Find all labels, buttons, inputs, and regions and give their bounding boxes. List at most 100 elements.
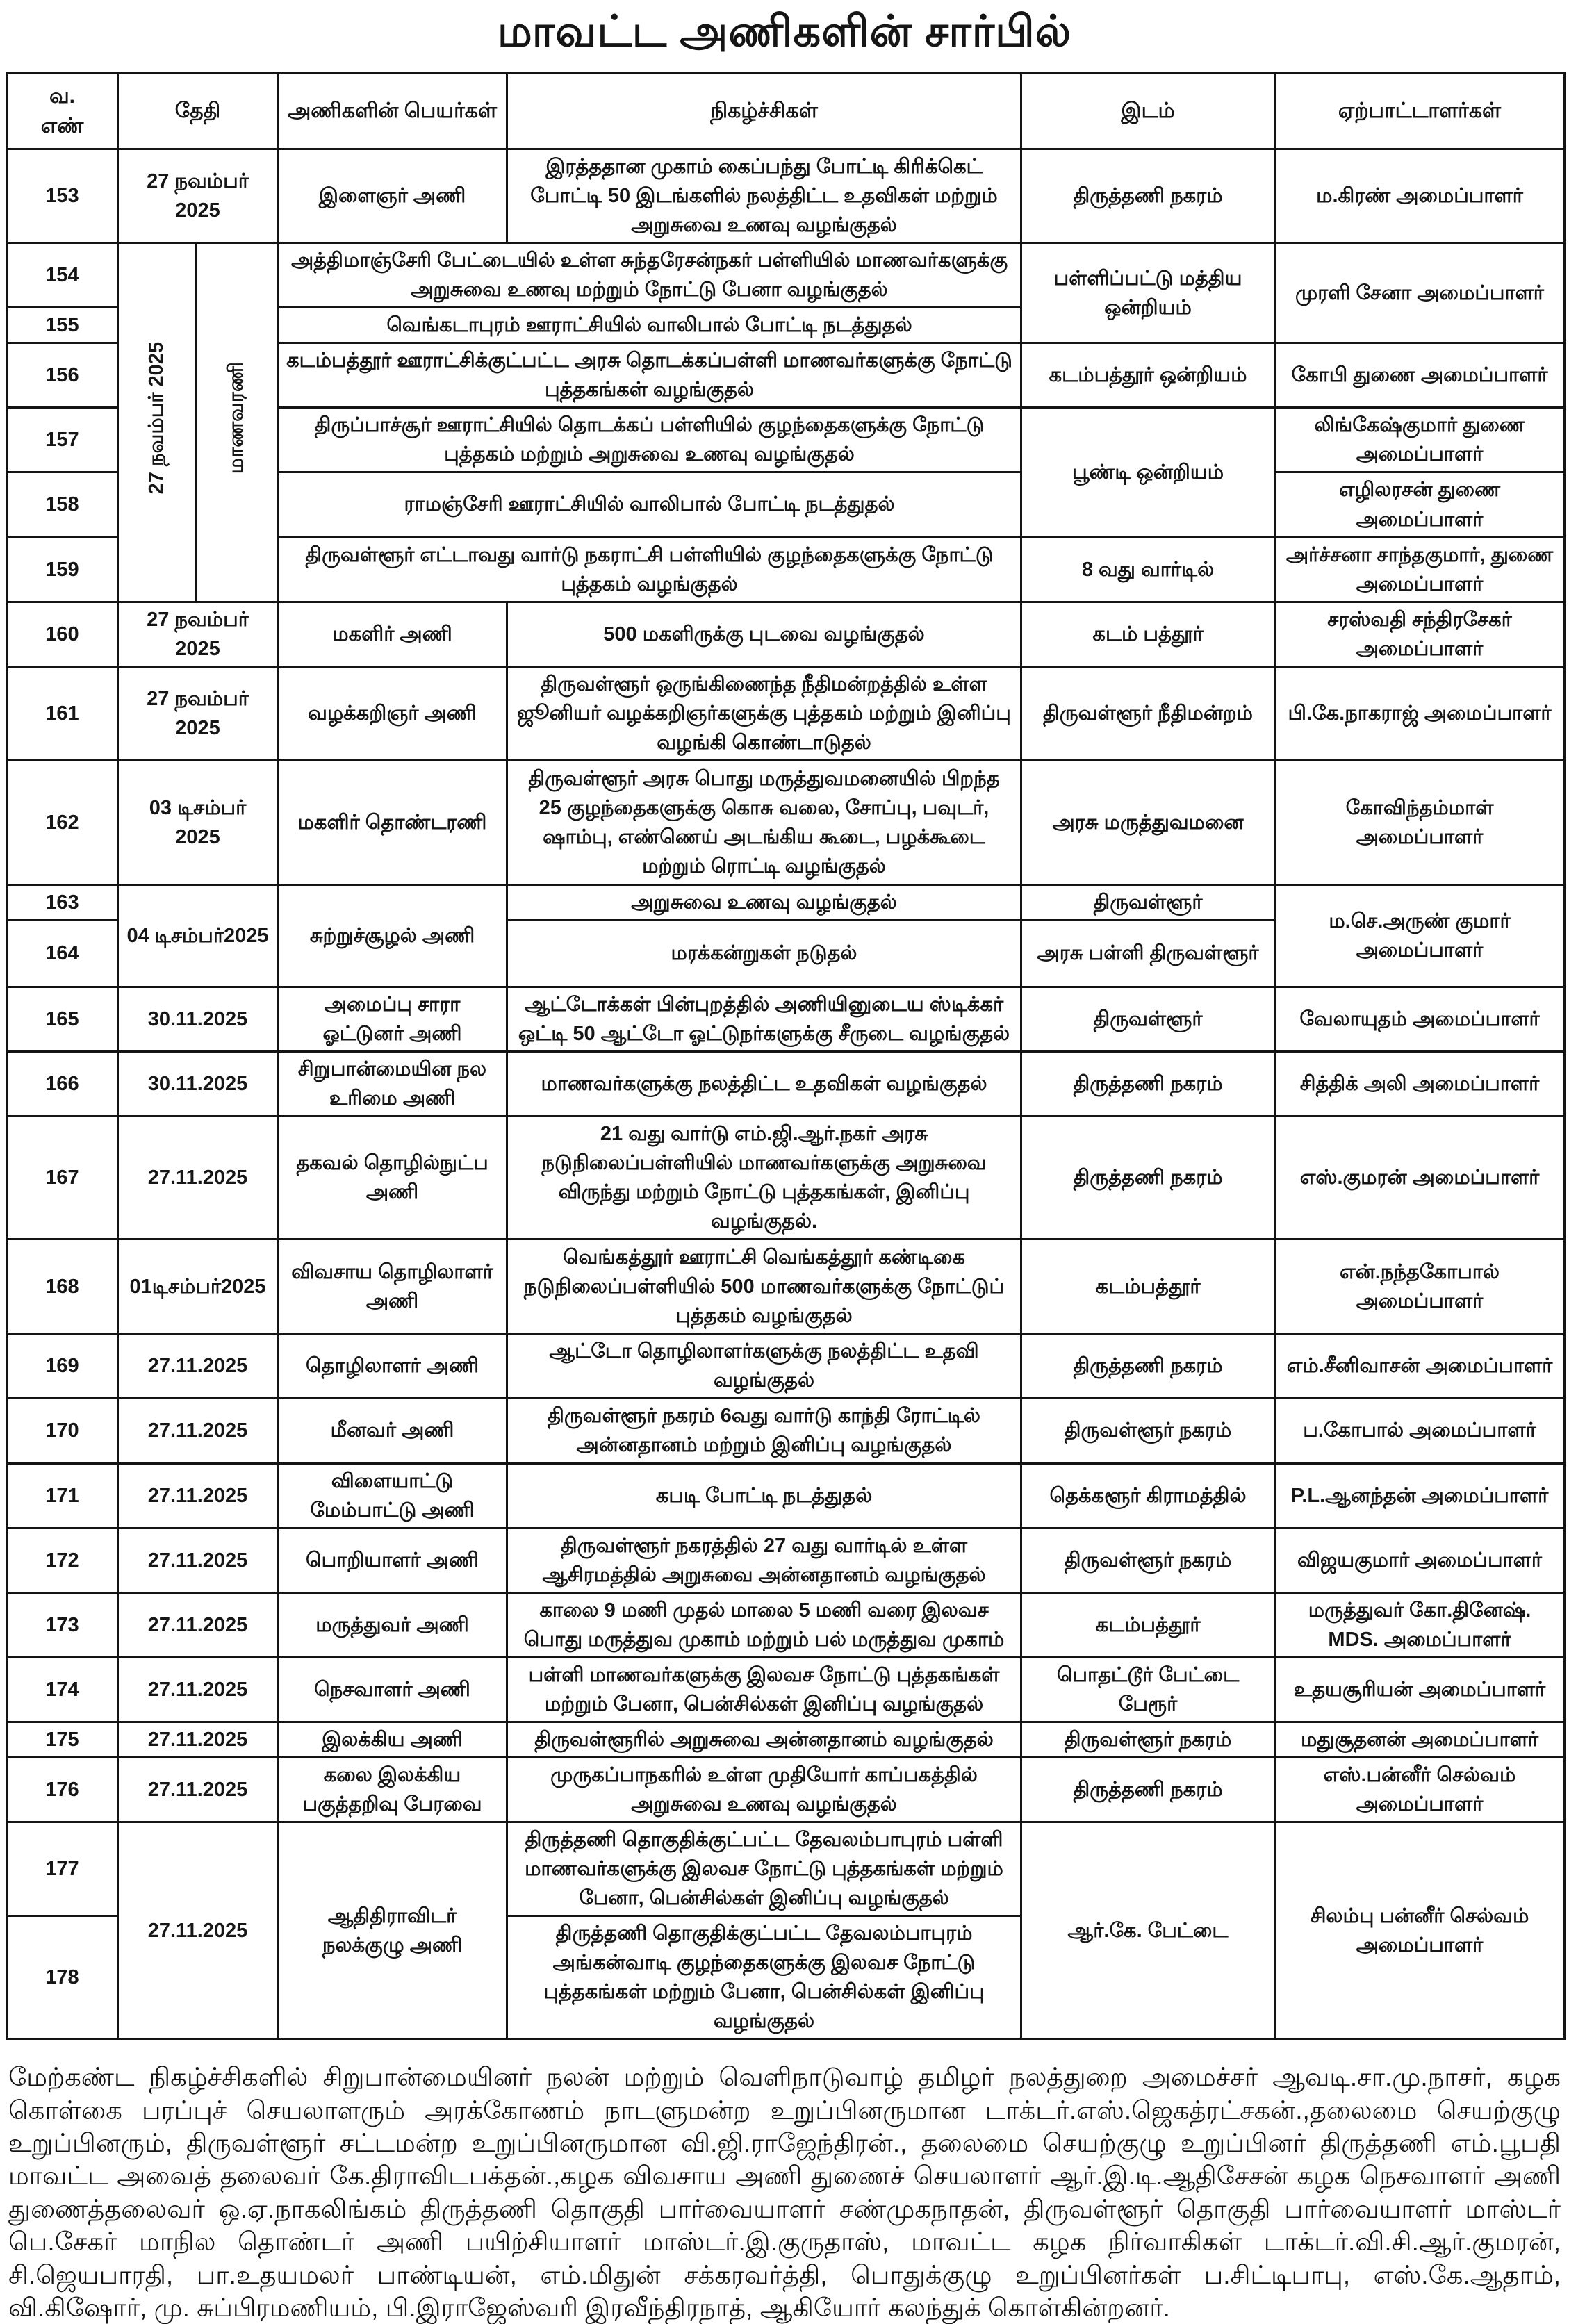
- cell-event: ராமஞ்சேரி ஊராட்சியில் வாலிபால் போட்டி நட…: [277, 471, 1023, 538]
- cell-place: திருத்தணி நகரம்: [1020, 1050, 1276, 1118]
- cell-organizer: மதுசூதனன் அமைப்பாளர்: [1274, 1720, 1566, 1758]
- table-row: 158 ராமஞ்சேரி ஊராட்சியில் வாலிபால் போட்டி…: [6, 471, 1566, 538]
- cell-serial: 160: [6, 600, 119, 668]
- table-row: 160 27 நவம்பர் 2025 மகளிர் அணி 500 மகளிருக்…: [6, 600, 1566, 668]
- cell-team: ஆதிதிராவிடர் நலக்குழு அணி: [277, 1821, 509, 2041]
- cell-place: திருத்தணி நகரம்: [1020, 1333, 1276, 1400]
- cell-organizer: எஸ்.குமரன் அமைப்பாளர்: [1274, 1115, 1566, 1241]
- cell-place: பொதட்டூர் பேட்டை பேரூர்: [1020, 1656, 1276, 1723]
- cell-organizer: ப.கோபால் அமைப்பாளர்: [1274, 1397, 1566, 1465]
- cell-team: சிறுபான்மையின நல உரிமை அணி: [277, 1050, 509, 1118]
- cell-place: தெக்களூர் கிராமத்தில்: [1020, 1462, 1276, 1529]
- cell-event: மரக்கன்றுகள் நடுதல்: [506, 918, 1023, 988]
- cell-serial: 154: [6, 242, 119, 309]
- cell-team: அணிகளின் பெயர்கள்: [277, 72, 509, 150]
- cell-serial: 173: [6, 1591, 119, 1658]
- cell-event: திருவள்ளூர் அரசு பொது மருத்துவமனையில் பி…: [506, 759, 1023, 886]
- table-row: 178 திருத்தணி தொகுதிக்குட்பட்ட தேவலம்பாபு…: [6, 1915, 1565, 2041]
- cell-team: மகளிர் அணி: [277, 600, 509, 668]
- rotated-text: மாணவரணி: [224, 362, 247, 475]
- cell-date: 27.11.2025: [116, 1115, 279, 1241]
- cell-event: நிகழ்ச்சிகள்: [506, 72, 1023, 150]
- cell-event: 500 மகளிருக்கு புடவை வழங்குதல்: [506, 600, 1023, 668]
- cell-event: அறுசுவை உணவு வழங்குதல்: [506, 883, 1023, 921]
- cell-place: கடம் பத்தூர்: [1020, 600, 1276, 668]
- cell-event: திருத்தணி தொகுதிக்குட்பட்ட தேவலம்பாபுரம்…: [506, 1915, 1023, 2041]
- events-table: வ. எண் தேதி அணிகளின் பெயர்கள் நிகழ்ச்சிகள் இ…: [6, 72, 1566, 2041]
- cell-date: 04 டிசம்பர்2025: [116, 883, 279, 988]
- cell-event: வெங்கடாபுரம் ஊராட்சியில் வாலிபால் போட்டி…: [277, 306, 1023, 345]
- cell-serial: 171: [6, 1462, 119, 1529]
- cell-team: விளையாட்டு மேம்பாட்டு அணி: [277, 1462, 509, 1529]
- cell-event: பள்ளி மாணவர்களுக்கு இலவச நோட்டு புத்தகங்…: [506, 1656, 1023, 1723]
- table-row: 155 வெங்கடாபுரம் ஊராட்சியில் வாலிபால் போட…: [6, 306, 1565, 345]
- cell-organizer: வேலாயுதம் அமைப்பாளர்: [1274, 985, 1566, 1053]
- cell-date: 27.11.2025: [116, 1720, 279, 1758]
- cell-serial: 175: [6, 1720, 119, 1758]
- table-row: 157 திருப்பாச்சூர் ஊராட்சியில் தொடக்கப் ப…: [6, 406, 1566, 538]
- cell-serial: 153: [6, 147, 119, 245]
- header-row: வ. எண் தேதி அணிகளின் பெயர்கள் நிகழ்ச்சிகள் இ…: [6, 72, 1566, 150]
- table-row: 162 03 டிசம்பர் 2025 மகளிர் தொண்டரணி திருவள…: [6, 759, 1566, 886]
- cell-organizer: P.L.ஆனந்தன் அமைப்பாளர்: [1274, 1462, 1566, 1529]
- cell-place: அரசு பள்ளி திருவள்ளூர்: [1020, 918, 1276, 988]
- table-row: 156 கடம்பத்தூர் ஊராட்சிக்குட்பட்ட அரசு தொ…: [6, 342, 1566, 409]
- cell-serial: 169: [6, 1333, 119, 1400]
- table-row: 161 27 நவம்பர் 2025 வழக்கறிஞர் அணி திருவள்ள…: [6, 665, 1566, 761]
- cell-team: இலக்கிய அணி: [277, 1720, 509, 1758]
- cell-serial: 164: [6, 918, 119, 988]
- cell-team: தொழிலாளர் அணி: [277, 1333, 509, 1400]
- cell-organizer: கோபி துணை அமைப்பாளர்: [1274, 342, 1566, 409]
- page-title: மாவட்ட அணிகளின் சார்பில்: [497, 8, 1072, 56]
- cell-organizer: ம.செ.அருண் குமார் அமைப்பாளர்: [1274, 883, 1566, 988]
- cell-organizer: விஜயகுமார் அமைப்பாளர்: [1274, 1526, 1566, 1594]
- cell-event: கடம்பத்தூர் ஊராட்சிக்குட்பட்ட அரசு தொடக்…: [277, 342, 1023, 409]
- table-row: 172 27.11.2025 பொறியாளர் அணி திருவள்ளூர் நக…: [6, 1526, 1566, 1594]
- cell-event: திருவள்ளூரில் அறுசுவை அன்னதானம் வழங்குதல…: [506, 1720, 1023, 1758]
- cell-team: நெசவாளர் அணி: [277, 1656, 509, 1723]
- cell-organizer: சரஸ்வதி சந்திரசேகர் அமைப்பாளர்: [1274, 600, 1566, 668]
- cell-place: கடம்பத்தூர்: [1020, 1238, 1276, 1335]
- table-row: 171 27.11.2025 விளையாட்டு மேம்பாட்டு அணி கப…: [6, 1462, 1566, 1529]
- cell-organizer: சித்திக் அலி அமைப்பாளர்: [1274, 1050, 1566, 1118]
- cell-organizer: கோவிந்தம்மாள் அமைப்பாளர்: [1274, 759, 1566, 886]
- table-row: 166 30.11.2025 சிறுபான்மையின நல உரிமை அணி ம…: [6, 1050, 1566, 1118]
- cell-team: வழக்கறிஞர் அணி: [277, 665, 509, 761]
- cell-place: பூண்டி ஒன்றியம்: [1020, 406, 1276, 538]
- cell-serial: 159: [6, 536, 119, 603]
- footer-paragraph: மேற்கண்ட நிகழ்ச்சிகளில் சிறுபான்மையினர் …: [8, 2063, 1561, 2322]
- cell-team: இளைஞர் அணி: [277, 147, 509, 245]
- cell-date: தேதி: [116, 72, 279, 150]
- cell-place: திருவள்ளூர்: [1020, 985, 1276, 1053]
- cell-date: 30.11.2025: [116, 1050, 279, 1118]
- cell-date: 27.11.2025: [116, 1526, 279, 1594]
- cell-serial: 170: [6, 1397, 119, 1465]
- cell-serial: 156: [6, 342, 119, 409]
- cell-serial: 162: [6, 759, 119, 886]
- cell-serial: 163: [6, 883, 119, 921]
- cell-place: ஆர்.கே. பேட்டை: [1020, 1821, 1276, 2041]
- cell-event: மாணவர்களுக்கு நலத்திட்ட உதவிகள் வழங்குதல…: [506, 1050, 1023, 1118]
- cell-serial: 174: [6, 1656, 119, 1723]
- cell-event: 21 வது வார்டு எம்.ஜி.ஆர்.நகர் அரசு நடுநி…: [506, 1115, 1023, 1241]
- cell-team: தகவல் தொழில்நுட்ப அணி: [277, 1115, 509, 1241]
- cell-serial: 161: [6, 665, 119, 761]
- cell-serial: 178: [6, 1915, 119, 2041]
- cell-team: மீனவர் அணி: [277, 1397, 509, 1465]
- cell-place: திருவள்ளூர்: [1020, 883, 1276, 921]
- cell-organizer: எம்.சீனிவாசன் அமைப்பாளர்: [1274, 1333, 1566, 1400]
- cell-event: திருவள்ளூர் நகரத்தில் 27 வது வார்டில் உள…: [506, 1526, 1023, 1594]
- cell-event: திருவள்ளூர் எட்டாவது வார்டு நகராட்சி பள்…: [277, 536, 1023, 603]
- cell-event: திருத்தணி தொகுதிக்குட்பட்ட தேவலம்பாபுரம்…: [506, 1821, 1023, 1918]
- cell-team: மருத்துவர் அணி: [277, 1591, 509, 1658]
- cell-event: கபடி போட்டி நடத்துதல்: [506, 1462, 1023, 1529]
- cell-organizer: மருத்துவர் கோ.தினேஷ். MDS. அமைப்பாளர்: [1274, 1591, 1566, 1658]
- cell-date: 27.11.2025: [116, 1656, 279, 1723]
- cell-date: 27.11.2025: [116, 1756, 279, 1824]
- cell-date: 27.11.2025: [116, 1462, 279, 1529]
- cell-organizer: முரளி சேனா அமைப்பாளர்: [1274, 242, 1566, 345]
- cell-date: 27 நவம்பர் 2025: [116, 147, 279, 245]
- cell-organizer: பி.கே.நாகராஜ் அமைப்பாளர்: [1274, 665, 1566, 761]
- cell-serial: 177: [6, 1821, 119, 1918]
